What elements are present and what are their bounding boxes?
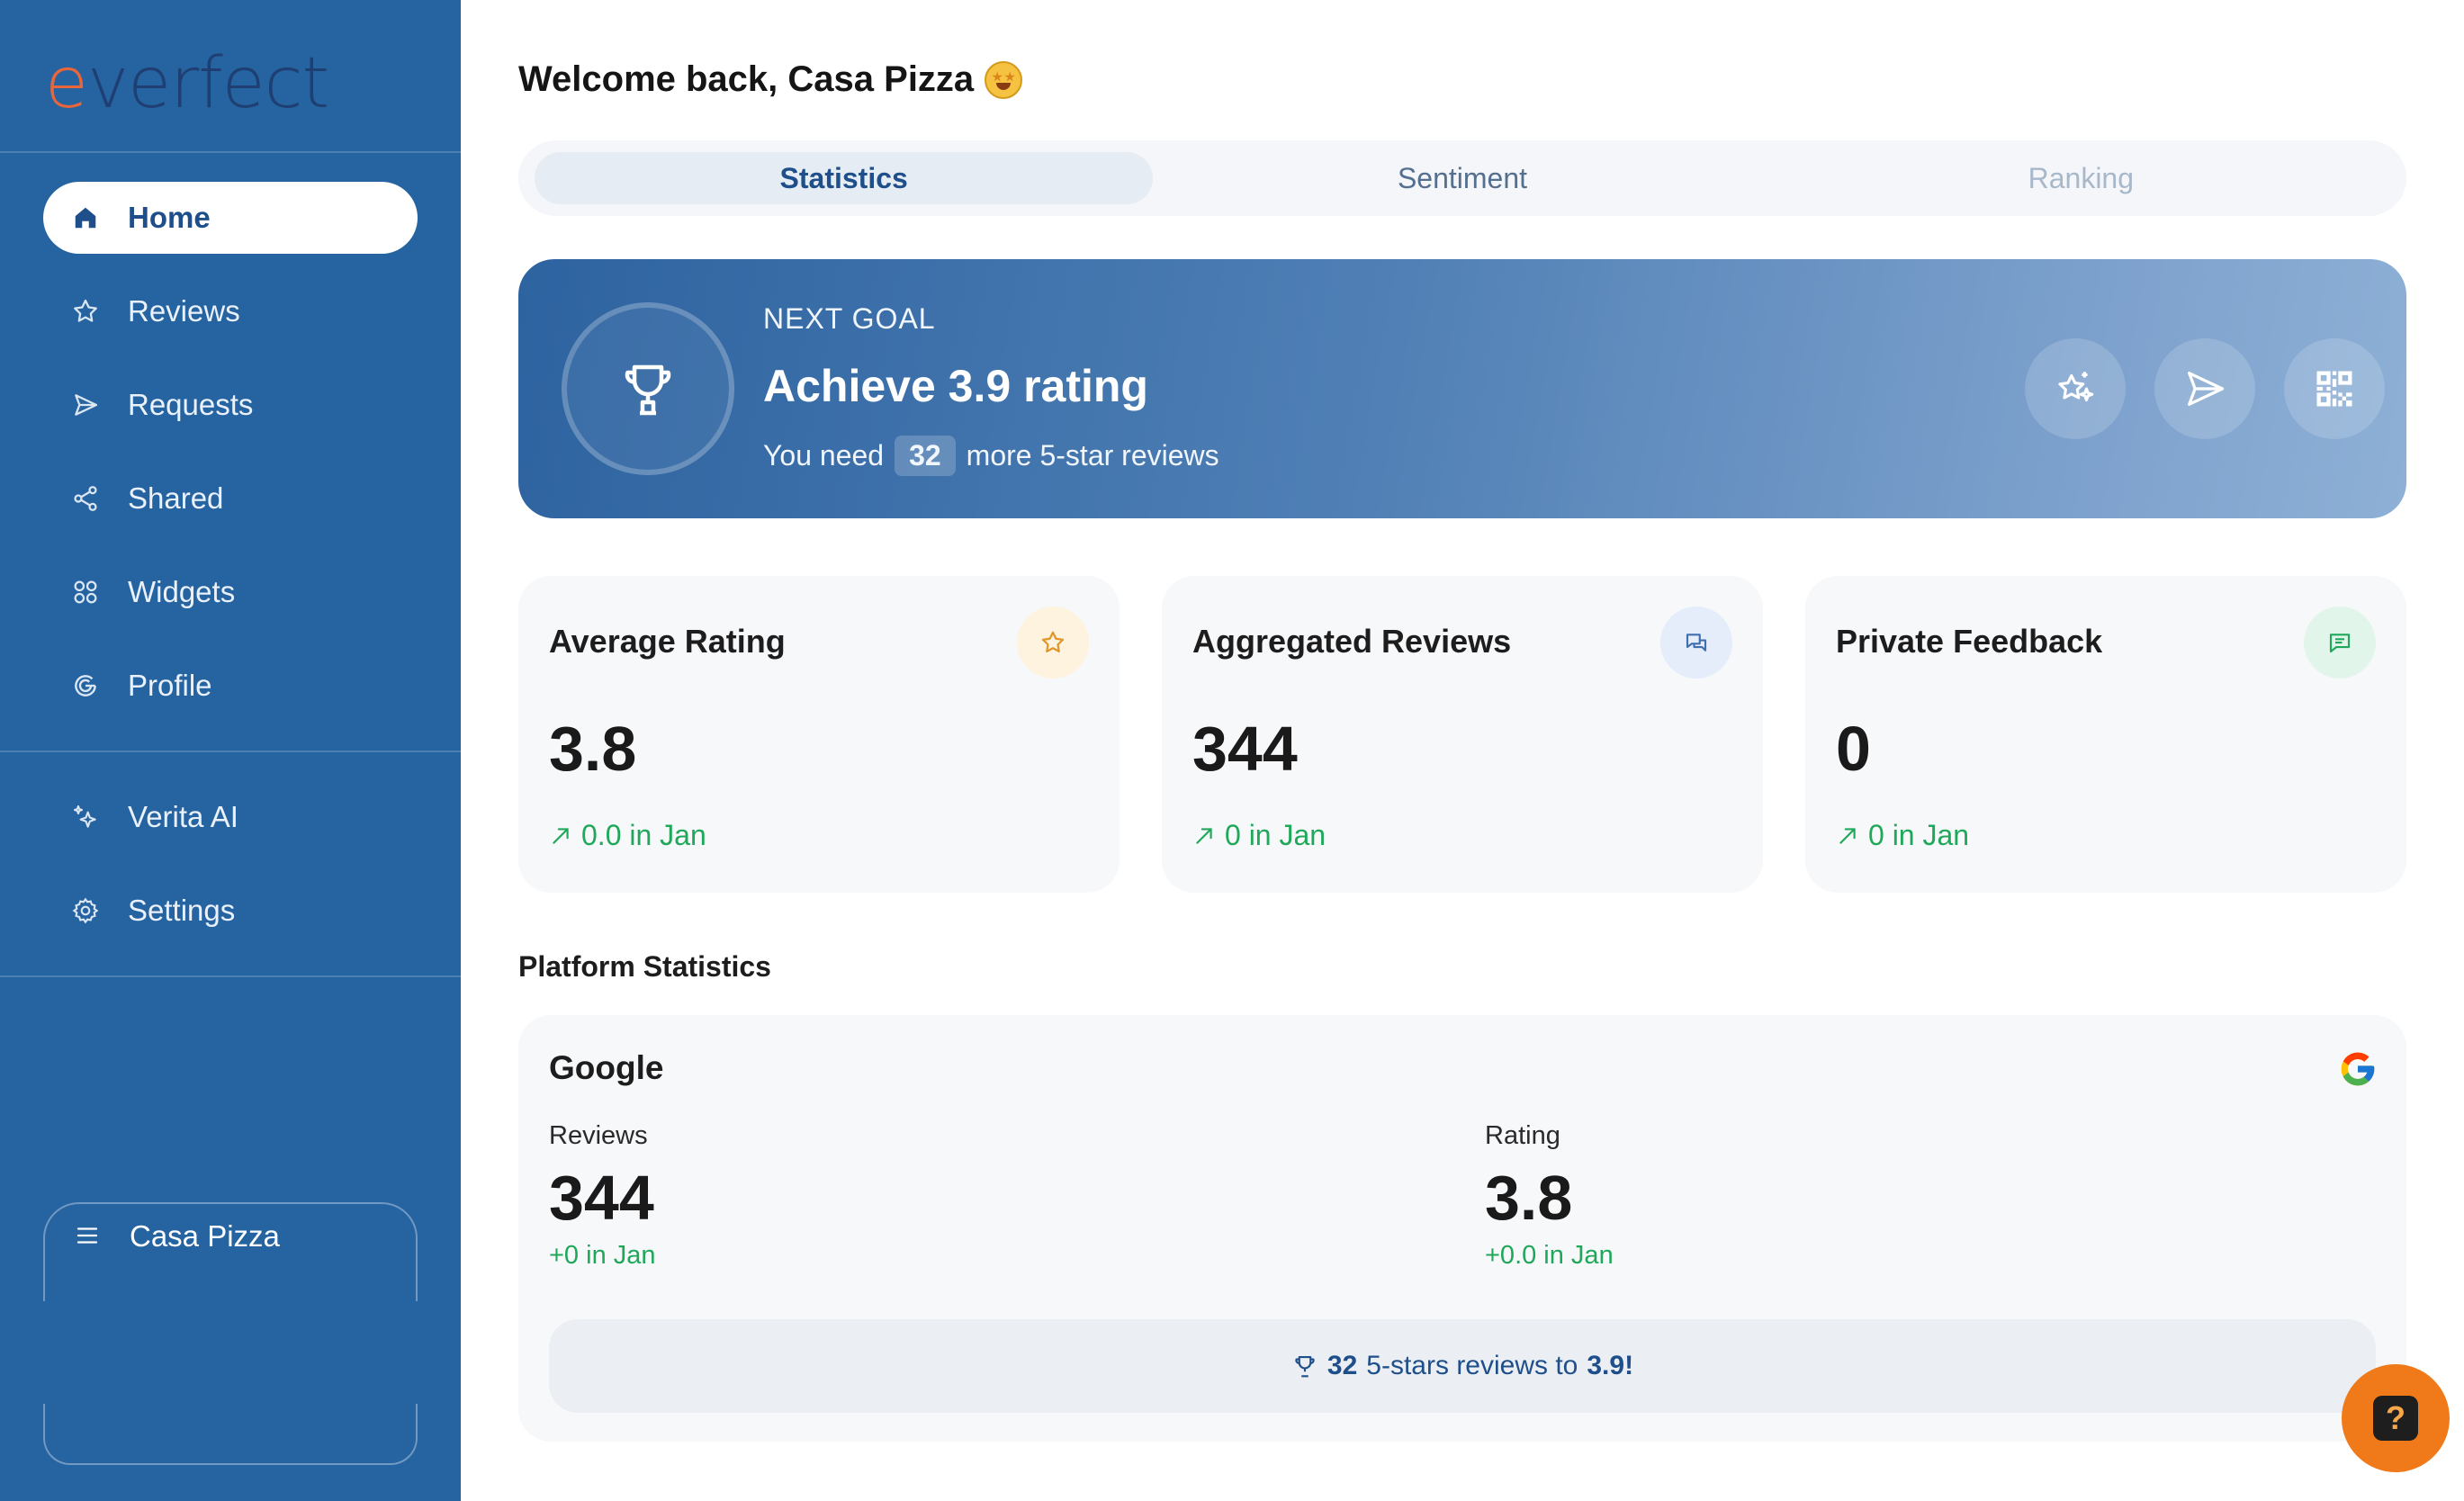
card-value: 0	[1836, 714, 1871, 784]
card-title: Aggregated Reviews	[1192, 623, 1512, 660]
tab-statistics[interactable]: Statistics	[535, 152, 1154, 204]
next-goal-banner: NEXT GOAL Achieve 3.9 rating You need 32…	[518, 259, 2406, 518]
stat-card-private-feedback[interactable]: Private Feedback 0 0 in Jan	[1805, 576, 2406, 893]
tab-bar: Statistics Sentiment Ranking	[518, 140, 2406, 216]
sparkle-star-button[interactable]	[2025, 338, 2126, 439]
tab-ranking[interactable]: Ranking	[2028, 161, 2135, 194]
logo-wordmark: everfect	[45, 43, 329, 124]
card-badge	[1660, 607, 1732, 679]
platform-statistics-heading: Platform Statistics	[518, 950, 771, 983]
star-icon	[1041, 631, 1065, 652]
trend-up-icon	[1196, 827, 1212, 844]
chat-bubbles-icon	[1686, 634, 1707, 652]
sidebar-item-reviews[interactable]: Reviews	[43, 275, 418, 347]
sidebar-item-profile[interactable]: Profile	[43, 650, 418, 722]
send-icon	[2188, 372, 2225, 406]
trophy-icon	[625, 364, 671, 416]
google-rating-stat: Rating 3.8 +0.0 in Jan	[1485, 1121, 1614, 1271]
sidebar-item-label: Shared	[128, 481, 224, 515]
star-struck-emoji	[985, 60, 1023, 99]
sidebar-item-label: Verita AI	[128, 800, 238, 833]
card-title: Private Feedback	[1836, 623, 2103, 660]
qr-code-button[interactable]	[2284, 338, 2385, 439]
account-name: Casa Pizza	[130, 1219, 280, 1253]
cta-target: 3.9!	[1587, 1351, 1634, 1380]
help-chat-button[interactable]: ?	[2342, 1364, 2450, 1472]
stat-change: +0.0 in Jan	[1485, 1241, 1614, 1270]
stat-change: +0 in Jan	[549, 1241, 656, 1270]
cta-count: 32	[1326, 1351, 1358, 1380]
sidebar-item-label: Profile	[128, 669, 212, 702]
welcome-text: Welcome back, Casa Pizza	[518, 59, 975, 99]
help-icon: ?	[2373, 1396, 2418, 1441]
goal-needed-count: 32	[895, 436, 956, 476]
stat-label: Rating	[1485, 1121, 1560, 1150]
sidebar-item-settings[interactable]: Settings	[43, 875, 418, 947]
card-badge	[1017, 607, 1089, 679]
goal-sub-suffix: more 5-star reviews	[966, 439, 1219, 472]
cta-text: 5-stars reviews to	[1366, 1351, 1578, 1380]
account-switcher[interactable]: Casa Pizza	[43, 1202, 418, 1301]
card-delta-text: 0 in Jan	[1868, 819, 1970, 851]
sidebar-item-verita-ai[interactable]: Verita AI	[43, 781, 418, 853]
goal-kicker: NEXT GOAL	[763, 302, 936, 335]
card-delta: 0.0 in Jan	[549, 819, 706, 852]
trend-up-icon	[1839, 827, 1856, 844]
sidebar-item-label: Settings	[128, 894, 236, 927]
card-delta: 0 in Jan	[1836, 819, 1969, 852]
sidebar: everfect Home Reviews Requests Shared Wi…	[0, 0, 461, 1501]
stat-label: Reviews	[549, 1121, 648, 1150]
platform-card-google: Google Reviews 344 +0 in Jan Rating 3.8 …	[518, 1015, 2406, 1442]
google-reviews-stat: Reviews 344 +0 in Jan	[549, 1121, 656, 1271]
star-icon	[70, 296, 101, 327]
send-icon	[70, 390, 101, 420]
card-badge	[2304, 607, 2376, 679]
sidebar-item-label: Home	[128, 201, 211, 234]
sidebar-item-requests[interactable]: Requests	[43, 369, 418, 441]
goal-subtitle: You need 32 more 5-star reviews	[763, 436, 1219, 476]
message-icon	[2329, 634, 2351, 653]
goal-sub-prefix: You need	[763, 439, 885, 472]
card-delta-text: 0.0 in Jan	[581, 819, 706, 851]
qr-code-icon	[2316, 371, 2352, 407]
grid-icon	[70, 577, 101, 607]
trophy-badge	[562, 302, 734, 475]
card-value: 3.8	[549, 714, 637, 784]
brand-logo[interactable]: everfect	[45, 43, 329, 124]
sidebar-item-shared[interactable]: Shared	[43, 463, 418, 535]
stat-value: 3.8	[1485, 1163, 1573, 1233]
sidebar-divider	[0, 750, 461, 752]
sparkle-icon	[70, 802, 101, 832]
gear-icon	[70, 895, 101, 926]
sidebar-item-label: Requests	[128, 388, 254, 421]
goal-progress-button[interactable]: 32 5-stars reviews to 3.9!	[549, 1319, 2376, 1413]
stat-value: 344	[549, 1163, 654, 1233]
trend-up-icon	[553, 827, 569, 844]
sidebar-item-widgets[interactable]: Widgets	[43, 556, 418, 628]
page-title: Welcome back, Casa Pizza	[518, 59, 1023, 100]
sidebar-item-label: Widgets	[128, 575, 236, 608]
sparkle-star-icon	[2058, 372, 2094, 402]
send-request-button[interactable]	[2154, 338, 2255, 439]
trophy-icon	[1295, 1355, 1315, 1378]
home-icon	[70, 202, 101, 233]
google-logo-icon	[2341, 1052, 2375, 1086]
sidebar-divider	[0, 975, 461, 977]
stat-card-average-rating[interactable]: Average Rating 3.8 0.0 in Jan	[518, 576, 1120, 893]
google-g-icon	[70, 670, 101, 701]
card-title: Average Rating	[549, 623, 786, 660]
card-delta: 0 in Jan	[1192, 819, 1326, 852]
card-delta-text: 0 in Jan	[1225, 819, 1326, 851]
sidebar-divider	[0, 151, 461, 153]
goal-title: Achieve 3.9 rating	[763, 361, 1148, 411]
menu-icon	[72, 1220, 103, 1251]
sidebar-item-home[interactable]: Home	[43, 182, 418, 254]
account-panel-edge	[43, 1404, 418, 1465]
tab-sentiment[interactable]: Sentiment	[1397, 161, 1528, 194]
card-value: 344	[1192, 714, 1298, 784]
stat-card-aggregated-reviews[interactable]: Aggregated Reviews 344 0 in Jan	[1162, 576, 1763, 893]
share-icon	[70, 483, 101, 514]
platform-name: Google	[549, 1049, 664, 1086]
sidebar-item-label: Reviews	[128, 294, 240, 328]
